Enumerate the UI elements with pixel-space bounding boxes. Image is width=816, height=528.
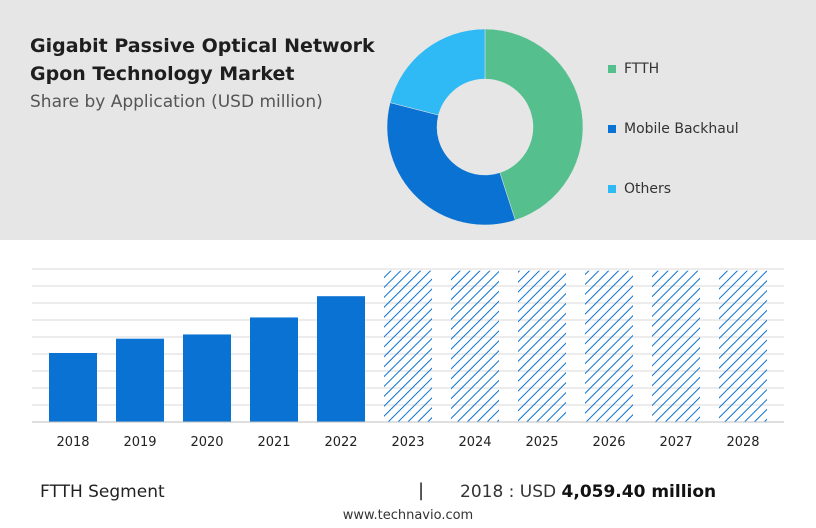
- bar-2018: [49, 352, 97, 422]
- legend-label-mobile-backhaul: Mobile Backhaul: [624, 121, 739, 137]
- legend-swatch-others: [608, 185, 616, 193]
- x-tick-label-2027: 2027: [659, 435, 692, 450]
- legend-swatch-ftth: [608, 65, 616, 73]
- x-tick-label-2022: 2022: [324, 435, 357, 450]
- x-tick-label-2019: 2019: [123, 435, 156, 450]
- donut-slice-ftth: [484, 28, 584, 221]
- bar-chart: 2018 2019 2020 2021 2022 2023 2024 2025 2026 2027…: [32, 268, 784, 450]
- header-panel: Gigabit Passive Optical Network Gpon Tec…: [0, 0, 816, 240]
- forecast-bar-2028: [719, 270, 767, 422]
- x-tick-label-2020: 2020: [190, 435, 223, 450]
- x-tick-label-2025: 2025: [525, 435, 558, 450]
- forecast-bar-2026: [585, 270, 633, 422]
- legend-label-others: Others: [624, 181, 672, 197]
- x-tick-label-2023: 2023: [391, 435, 424, 450]
- legend-label-ftth: FTTH: [624, 61, 660, 77]
- chart-subtitle: Share by Application (USD million): [30, 92, 323, 112]
- footer-value-text: 2018 : USD 4,059.40 million: [460, 482, 716, 502]
- source-link[interactable]: www.technavio.com: [342, 508, 474, 523]
- donut-chart: [386, 28, 584, 226]
- forecast-bar-2025: [518, 270, 566, 422]
- forecast-bar-2027: [652, 270, 700, 422]
- legend-item-mobile-backhaul: Mobile Backhaul: [608, 119, 739, 139]
- x-tick-label-2021: 2021: [257, 435, 290, 450]
- chart-title: Gigabit Passive Optical Network Gpon Tec…: [30, 32, 390, 88]
- legend-item-others: Others: [608, 179, 671, 199]
- forecast-bar-2023: [384, 270, 432, 422]
- forecast-bar-2024: [451, 270, 499, 422]
- title-line-2: Gpon Technology Market: [30, 63, 295, 85]
- x-tick-label-2024: 2024: [458, 435, 491, 450]
- bar-2022: [317, 296, 365, 422]
- legend-item-ftth: FTTH: [608, 59, 659, 79]
- footer-value: 4,059.40 million: [561, 482, 717, 502]
- bar-2021: [250, 317, 298, 422]
- legend-swatch-mobile-backhaul: [608, 125, 616, 133]
- donut-slice-others: [389, 28, 486, 116]
- x-tick-label-2028: 2028: [726, 435, 759, 450]
- footer-separator: |: [418, 480, 425, 501]
- donut-slice-mobile-backhaul: [386, 102, 516, 226]
- x-tick-label-2018: 2018: [56, 435, 89, 450]
- footer-year-prefix: 2018 : USD: [460, 482, 562, 502]
- x-tick-label-2026: 2026: [592, 435, 625, 450]
- bar-2020: [183, 334, 231, 422]
- bar-2019: [116, 338, 164, 422]
- footer-segment-label: FTTH Segment: [40, 482, 165, 502]
- title-line-1: Gigabit Passive Optical Network: [30, 35, 375, 57]
